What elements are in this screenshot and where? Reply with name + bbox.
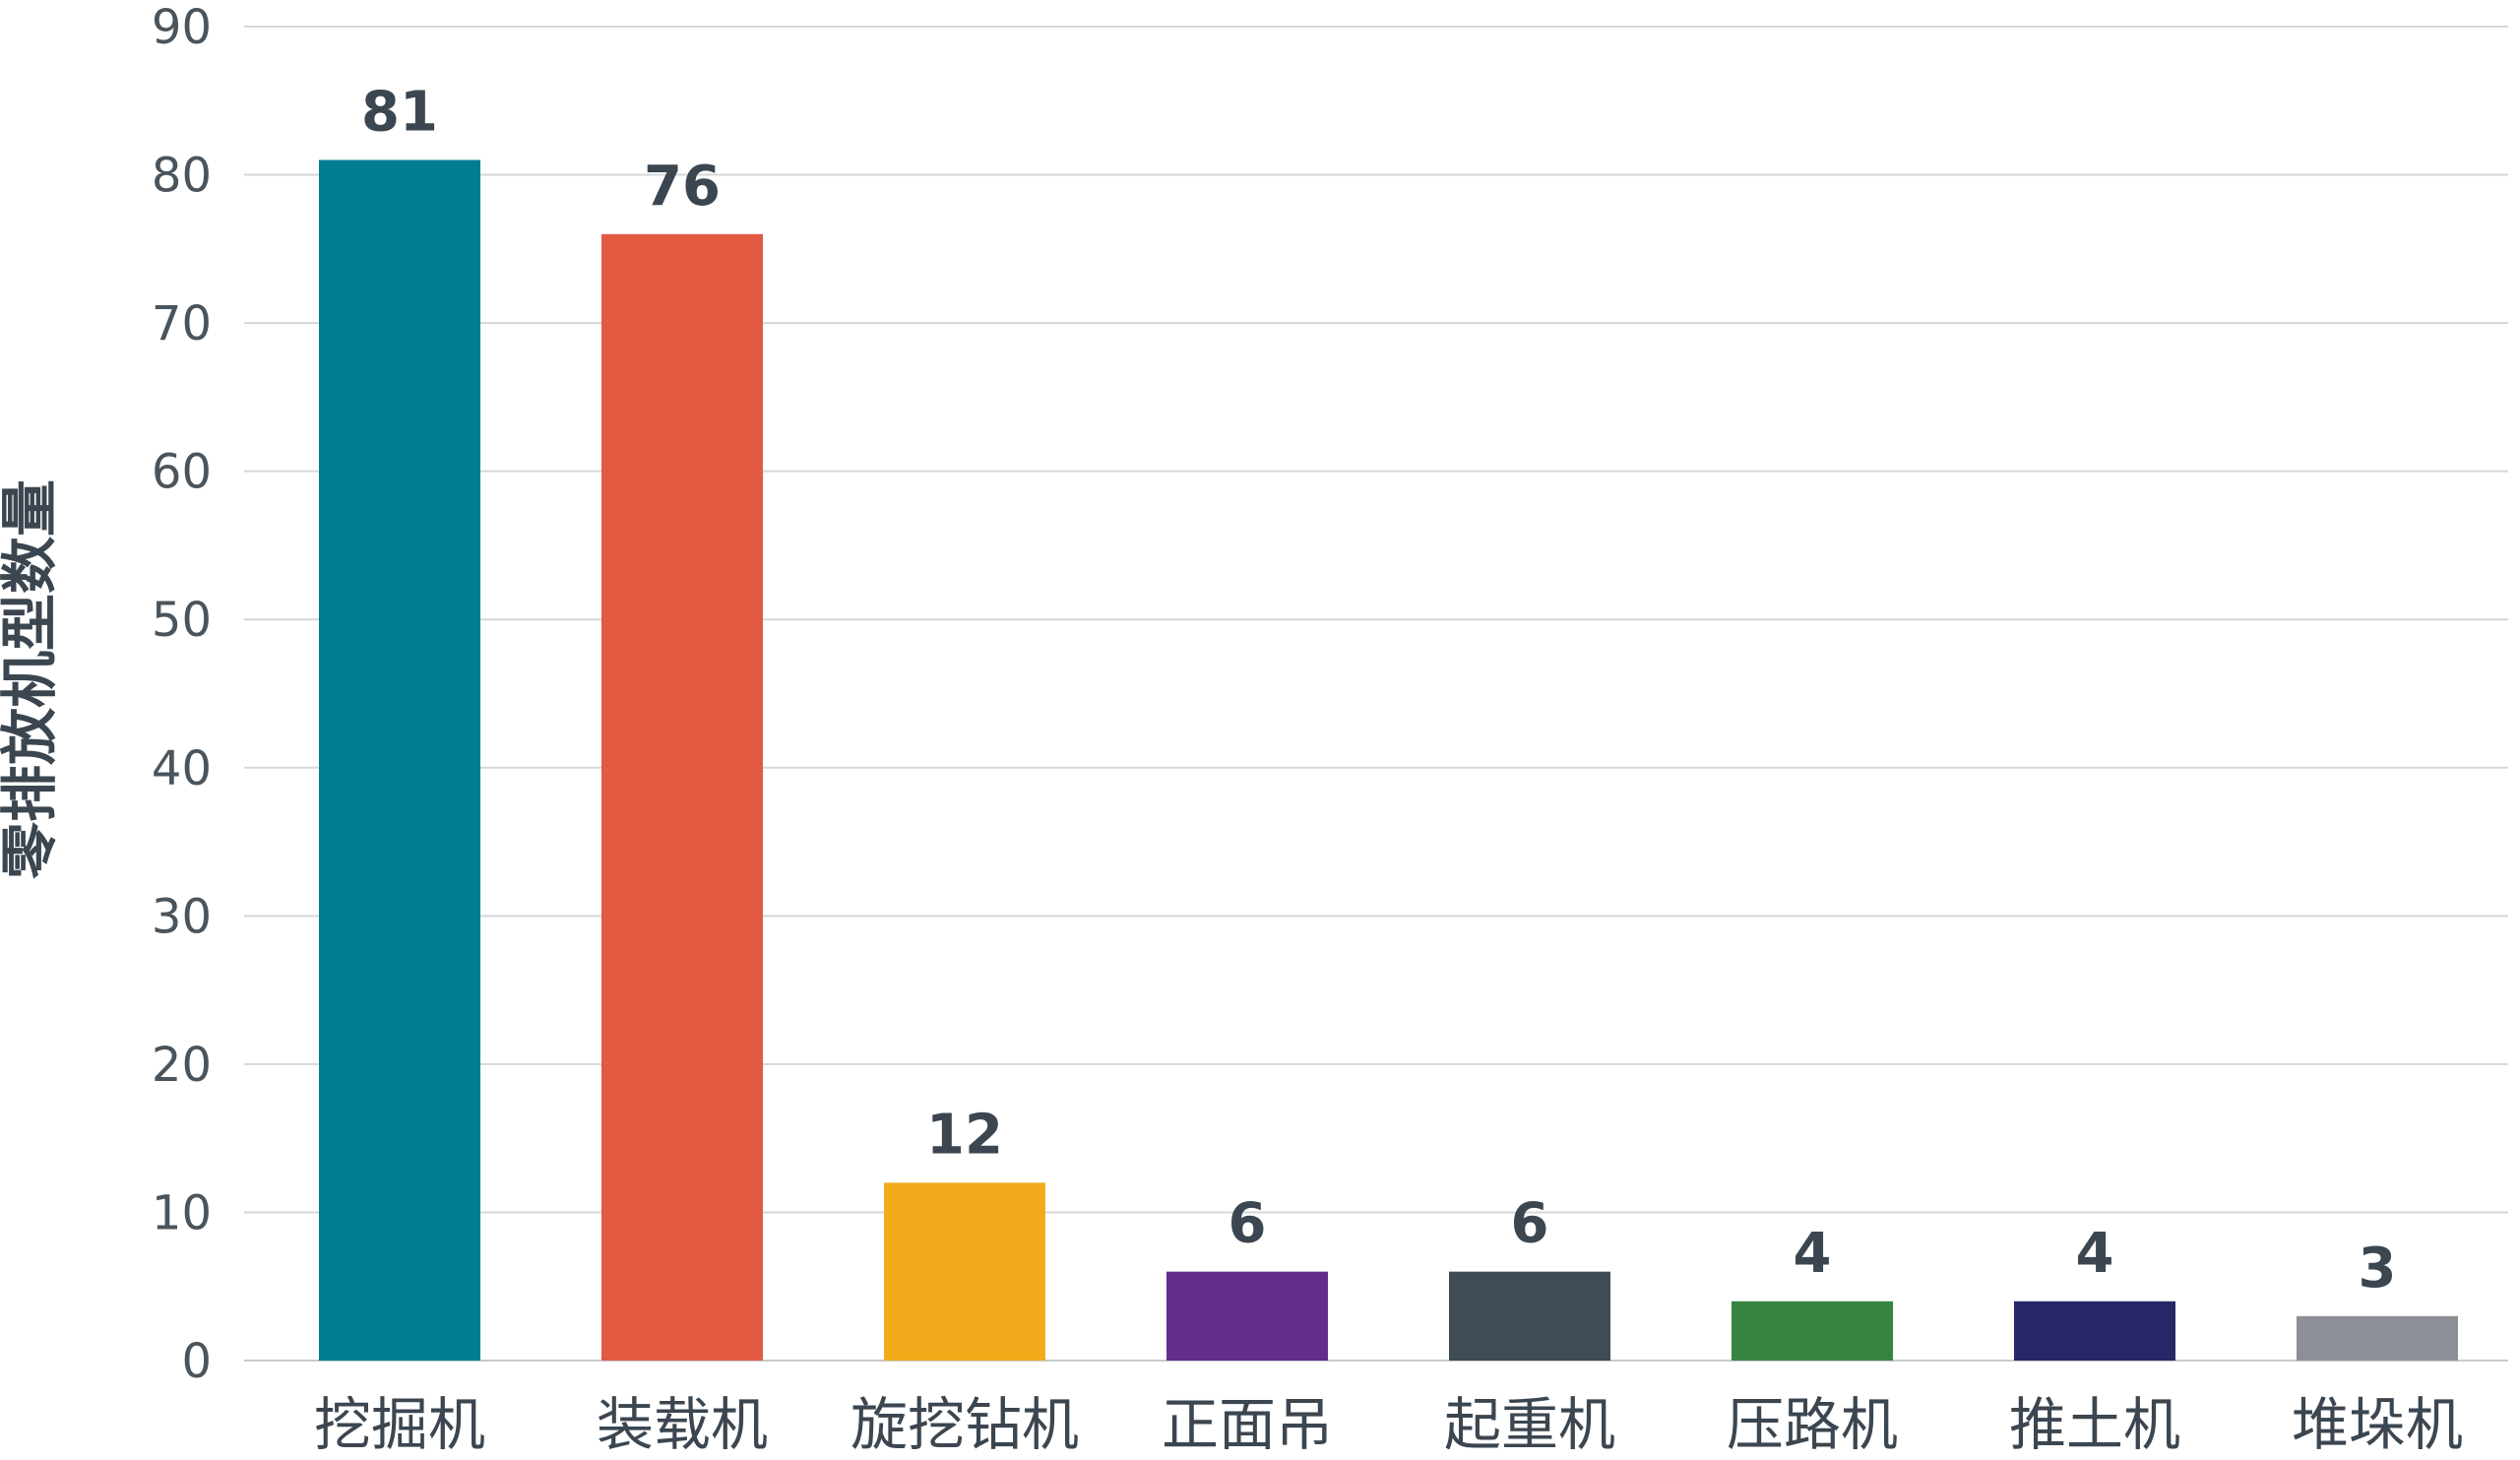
- bar-value-label: 6: [1228, 1192, 1267, 1256]
- y-tick-label: 70: [152, 296, 212, 351]
- y-tick-label: 60: [152, 445, 212, 500]
- bar: [1732, 1301, 1893, 1361]
- category-label: 挖掘机: [314, 1391, 485, 1458]
- y-tick-label: 10: [152, 1185, 212, 1240]
- bar: [1166, 1271, 1328, 1361]
- bar: [1449, 1271, 1610, 1361]
- y-tick-label: 0: [181, 1334, 212, 1389]
- value-labels: 81 76 12 6 6 4 4 3: [361, 81, 2396, 1301]
- y-axis-title: 零排放机型数量: [0, 479, 63, 879]
- category-label: 堆垛机: [2292, 1391, 2463, 1458]
- gridlines: [244, 26, 2508, 1362]
- category-label: 起重机: [1444, 1391, 1615, 1458]
- bar-value-label: 76: [644, 155, 721, 219]
- bar: [601, 233, 763, 1361]
- y-tick-label: 80: [152, 149, 212, 204]
- bar-value-label: 12: [926, 1103, 1003, 1167]
- y-tick-label: 40: [152, 741, 212, 796]
- category-label: 推土机: [2009, 1391, 2180, 1458]
- bar-value-label: 6: [1511, 1192, 1549, 1256]
- bar: [2297, 1315, 2458, 1361]
- y-tick-label: 30: [152, 889, 212, 944]
- y-tick-label: 90: [152, 0, 212, 55]
- bar: [319, 159, 480, 1361]
- bars: [319, 159, 2458, 1361]
- bar-value-label: 81: [361, 81, 438, 145]
- bar: [884, 1182, 1045, 1361]
- category-label: 压路机: [1727, 1391, 1898, 1458]
- bar-value-label: 4: [1794, 1222, 1832, 1286]
- category-label: 旋挖钻机: [850, 1391, 1079, 1458]
- y-tick-label: 20: [152, 1038, 212, 1093]
- bar-value-label: 4: [2076, 1222, 2114, 1286]
- category-label: 正面吊: [1162, 1391, 1333, 1458]
- bar-value-label: 3: [2359, 1237, 2397, 1301]
- category-label: 装载机: [597, 1391, 768, 1458]
- bar: [2014, 1301, 2175, 1361]
- y-tick-label: 50: [152, 593, 212, 648]
- category-labels: 挖掘机 装载机 旋挖钻机 正面吊 起重机 压路机 推土机 堆垛机: [314, 1391, 2463, 1458]
- y-axis-ticks: 0 10 20 30 40 50 60 70 80 90: [152, 0, 212, 1389]
